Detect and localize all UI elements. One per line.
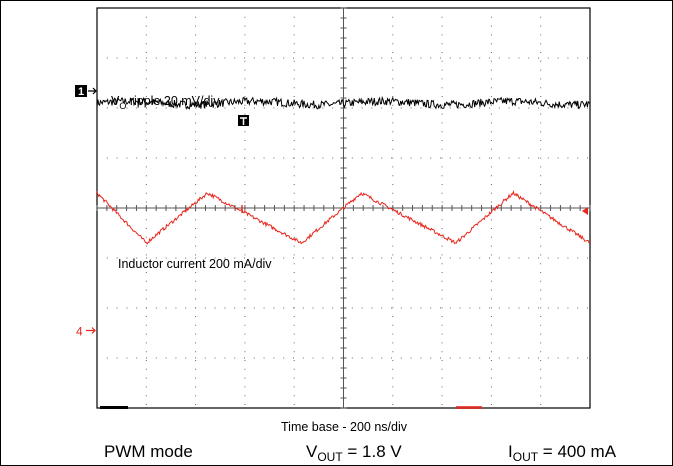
channel-markers: 14	[75, 85, 588, 409]
vout-label: VOUT = 1.8 V	[306, 442, 402, 464]
iout-label: IOUT = 400 mA	[508, 442, 617, 464]
channel-1-label: VO ripple 20 mV/div	[111, 94, 220, 111]
mode-label: PWM mode	[104, 442, 193, 461]
channel-1-marker: 1	[75, 85, 97, 98]
svg-text:4: 4	[76, 325, 83, 339]
trigger-marker-icon	[238, 115, 249, 126]
bottom-readout-mark	[100, 406, 128, 409]
channel-4-marker: 4	[76, 325, 96, 339]
x-axis-label: Time base - 200 ns/div	[281, 420, 408, 434]
svg-text:1: 1	[78, 86, 84, 98]
trigger-arrow-icon	[582, 207, 588, 215]
channel-4-label: Inductor current 200 mA/div	[118, 257, 272, 271]
scope-traces	[96, 95, 591, 245]
trace-channel-4	[96, 189, 591, 245]
bottom-readout-mark	[456, 406, 482, 409]
trace-channel-1	[96, 95, 591, 110]
